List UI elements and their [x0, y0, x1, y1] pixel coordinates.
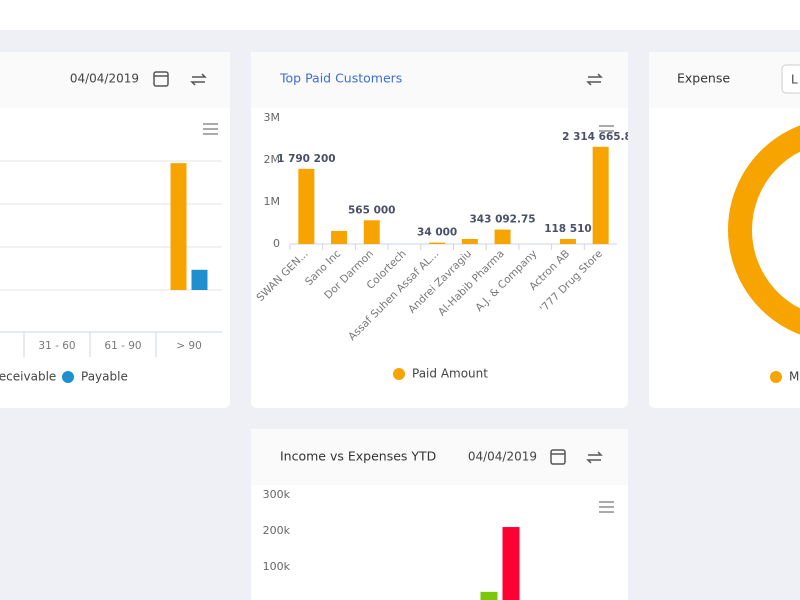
legend-label[interactable]: Receivable [0, 370, 56, 384]
y-tick-label: 300k [263, 488, 291, 501]
bar [502, 527, 520, 600]
bar [559, 239, 576, 244]
top-bar [0, 0, 800, 30]
y-tick-label: 200k [263, 524, 291, 537]
data-label: 565 000 [348, 204, 396, 216]
date[interactable]: 04/04/2019 [70, 72, 139, 86]
refresh-icon[interactable] [190, 73, 207, 86]
bar [191, 269, 208, 290]
data-label: 1 790 200 [277, 153, 335, 165]
menu-icon[interactable] [599, 125, 614, 132]
data-label: 343 092.75 [470, 214, 536, 226]
bar [494, 229, 511, 244]
bar [170, 163, 187, 290]
x-tick-label: 61 - 90 [104, 340, 141, 352]
menu-icon[interactable] [599, 501, 614, 513]
y-tick-label: 1M [264, 195, 281, 208]
bar [480, 591, 498, 600]
panel-header [649, 52, 800, 108]
y-tick-label: 100k [263, 560, 291, 573]
bar [298, 168, 315, 244]
legend-marker [393, 368, 405, 380]
donut-slice [728, 125, 800, 335]
bar [461, 238, 478, 244]
panel-income: Income vs Expenses YTD 04/04/2019 100k 20… [251, 429, 628, 600]
date[interactable]: 04/04/2019 [468, 450, 537, 464]
legend-label[interactable]: M [789, 370, 799, 384]
y-tick-label: 2M [264, 153, 281, 166]
panel-bg [0, 52, 230, 408]
panel-header [251, 52, 628, 108]
legend-marker [62, 371, 74, 383]
bar [363, 220, 380, 244]
x-tick-label: > 90 [176, 340, 202, 352]
panel-title: Expense [677, 71, 730, 86]
legend-label[interactable]: Payable [81, 370, 128, 384]
dropdown-value[interactable]: L [791, 73, 798, 87]
panel-bg [649, 52, 800, 408]
menu-icon[interactable] [203, 123, 218, 135]
dropdown[interactable] [781, 64, 800, 94]
y-tick-label: 3M [264, 111, 281, 124]
legend-label[interactable]: Paid Amount [412, 367, 488, 381]
panel-title: Income vs Expenses YTD [280, 449, 436, 464]
y-tick-label: 0 [273, 237, 280, 250]
calendar-icon[interactable] [153, 71, 169, 87]
calendar-icon[interactable] [550, 449, 566, 465]
bar [331, 230, 348, 244]
panel-bg [251, 52, 628, 408]
panel-header [0, 52, 230, 108]
data-label: 118 510 [544, 223, 592, 235]
panel-title: Top Paid Customers [279, 71, 402, 86]
bar [429, 242, 446, 244]
bar [592, 146, 609, 244]
refresh-icon[interactable] [586, 451, 603, 464]
panel-expense: Expense L M [649, 52, 800, 408]
refresh-icon[interactable] [586, 73, 603, 86]
data-label: 34 000 [417, 227, 457, 239]
x-tick-label: 31 - 60 [38, 340, 75, 352]
legend-marker [770, 371, 782, 383]
data-label: 2 314 665.86 [562, 131, 639, 143]
